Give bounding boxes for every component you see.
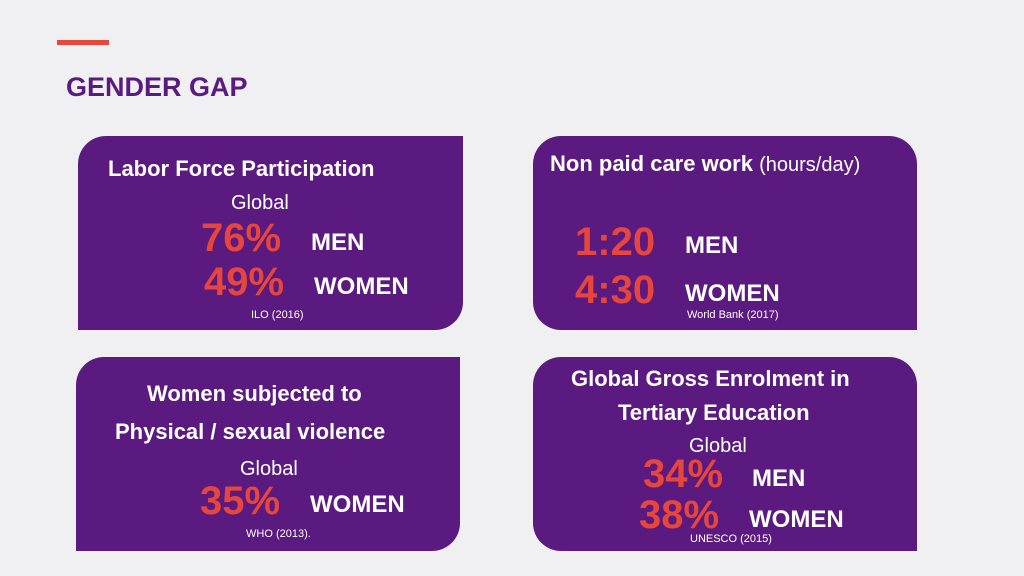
source-note: UNESCO (2015): [690, 533, 772, 545]
women-value: 4:30: [575, 268, 656, 312]
card-heading: Non paid care work (hours/day): [550, 151, 860, 177]
card-violence: Women subjected to Physical / sexual vio…: [76, 357, 460, 551]
card-heading-line2: Physical / sexual violence: [115, 419, 386, 444]
card-heading-line1: Global Gross Enrolment in: [571, 366, 850, 391]
men-value: 76%: [201, 216, 282, 260]
women-value: 35%: [200, 479, 281, 523]
women-label: WOMEN: [685, 280, 780, 307]
source-note: WHO (2013).: [246, 528, 311, 540]
scope-label: Global: [231, 192, 289, 214]
women-value: 38%: [639, 493, 720, 537]
card-heading-main: Non paid care work: [550, 151, 753, 176]
card-labor-force: Labor Force Participation Global 76% MEN…: [78, 136, 463, 330]
women-label: WOMEN: [749, 506, 844, 533]
card-education: Global Gross Enrolment in Tertiary Educa…: [533, 357, 917, 551]
page-title: GENDER GAP: [66, 72, 248, 102]
accent-bar: [57, 40, 109, 45]
men-value: 34%: [643, 452, 724, 496]
scope-label: Global: [240, 458, 298, 480]
women-label: WOMEN: [310, 491, 405, 518]
scope-label: Global: [689, 435, 747, 457]
women-label: WOMEN: [314, 273, 409, 300]
men-label: MEN: [752, 465, 806, 492]
source-note: ILO (2016): [251, 309, 304, 321]
card-heading-line2: Tertiary Education: [618, 400, 810, 425]
men-label: MEN: [311, 229, 365, 256]
card-heading-note: (hours/day): [759, 154, 861, 176]
source-note: World Bank (2017): [687, 309, 779, 321]
card-heading: Labor Force Participation: [108, 156, 375, 181]
men-label: MEN: [685, 232, 739, 259]
card-care-work: Non paid care work (hours/day) 1:20 MEN …: [533, 136, 917, 330]
card-heading-line1: Women subjected to: [147, 381, 362, 406]
men-value: 1:20: [575, 220, 656, 264]
women-value: 49%: [204, 260, 285, 304]
